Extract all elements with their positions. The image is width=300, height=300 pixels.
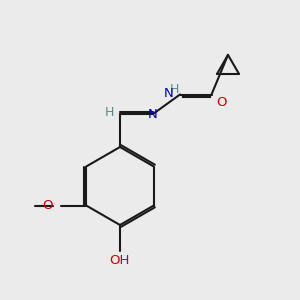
Text: N: N <box>164 87 173 101</box>
Text: H: H <box>105 106 114 119</box>
Text: O: O <box>217 95 227 109</box>
Text: O: O <box>42 199 52 212</box>
Text: N: N <box>148 107 158 121</box>
Text: C: C <box>116 107 124 121</box>
Text: OH: OH <box>109 254 130 267</box>
Text: H: H <box>170 82 179 96</box>
